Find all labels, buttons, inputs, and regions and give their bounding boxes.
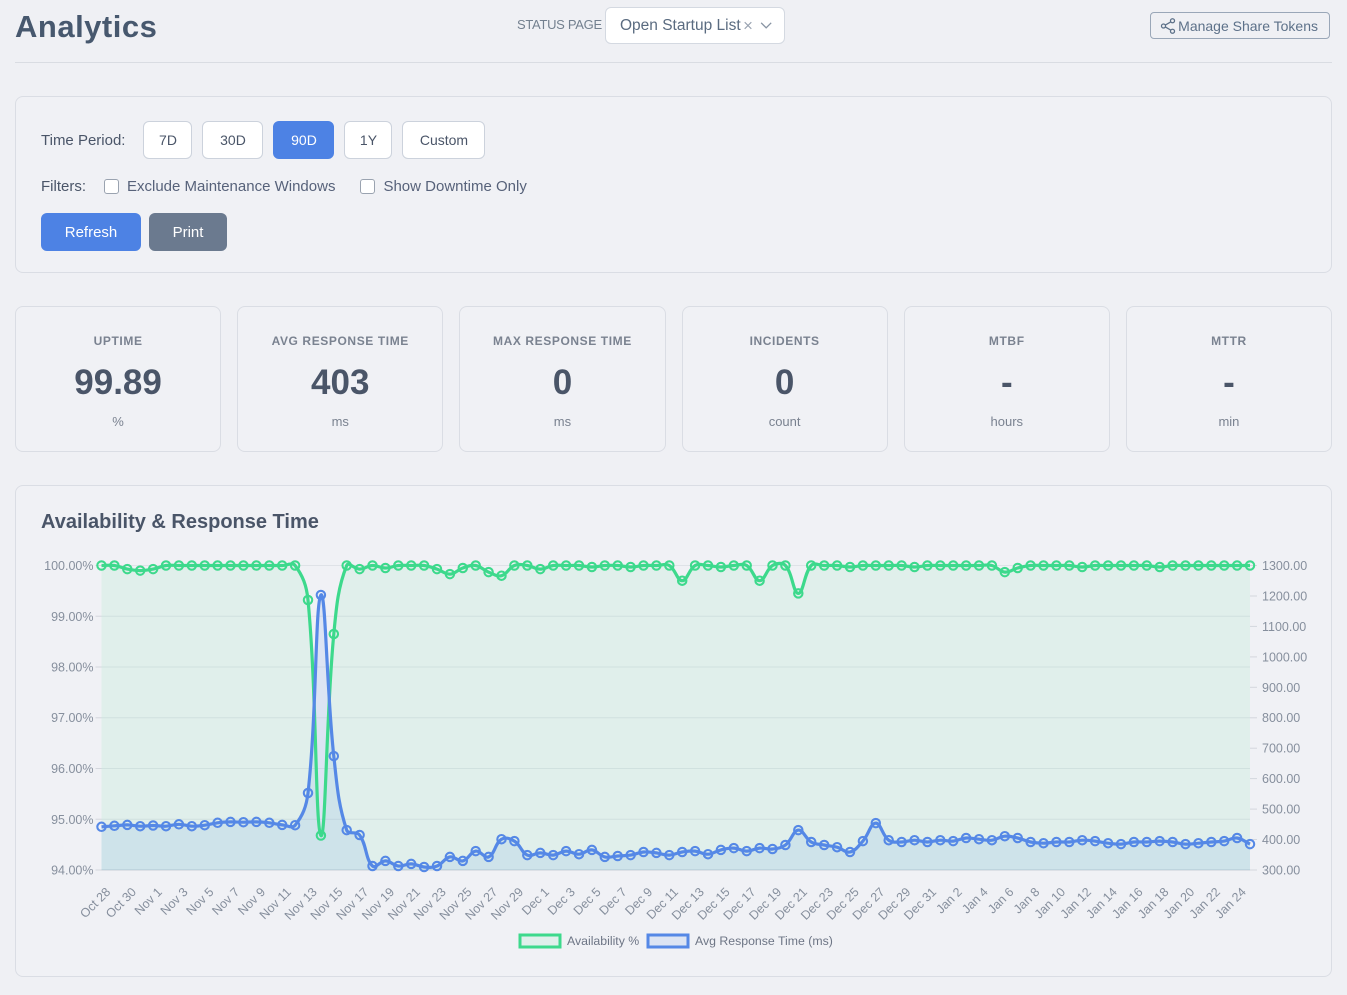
svg-text:1200.00: 1200.00	[1262, 590, 1307, 604]
svg-text:400.00: 400.00	[1262, 833, 1300, 847]
svg-text:Dec 1: Dec 1	[519, 885, 552, 918]
svg-text:96.00%: 96.00%	[51, 762, 93, 776]
svg-text:100.00%: 100.00%	[44, 559, 93, 573]
svg-text:Avg Response Time (ms): Avg Response Time (ms)	[695, 934, 833, 948]
svg-text:600.00: 600.00	[1262, 772, 1300, 786]
svg-text:Jan 2: Jan 2	[933, 885, 965, 917]
svg-text:300.00: 300.00	[1262, 864, 1300, 878]
svg-text:Nov 7: Nov 7	[209, 885, 242, 918]
svg-text:1000.00: 1000.00	[1262, 650, 1307, 664]
svg-text:900.00: 900.00	[1262, 681, 1300, 695]
svg-text:Jan 4: Jan 4	[959, 885, 991, 917]
svg-text:700.00: 700.00	[1262, 742, 1300, 756]
svg-text:1300.00: 1300.00	[1262, 559, 1307, 573]
svg-text:Dec 5: Dec 5	[571, 885, 604, 918]
svg-text:500.00: 500.00	[1262, 803, 1300, 817]
svg-text:97.00%: 97.00%	[51, 711, 93, 725]
svg-text:Dec 3: Dec 3	[545, 885, 578, 918]
svg-text:Jan 6: Jan 6	[985, 885, 1017, 917]
svg-text:Nov 1: Nov 1	[132, 885, 165, 918]
svg-text:Dec 7: Dec 7	[596, 885, 629, 918]
svg-text:98.00%: 98.00%	[51, 661, 93, 675]
svg-text:94.00%: 94.00%	[51, 864, 93, 878]
svg-text:Availability %: Availability %	[567, 934, 639, 948]
svg-text:800.00: 800.00	[1262, 711, 1300, 725]
svg-text:99.00%: 99.00%	[51, 610, 93, 624]
svg-text:95.00%: 95.00%	[51, 813, 93, 827]
svg-text:1100.00: 1100.00	[1262, 620, 1306, 634]
svg-text:Nov 5: Nov 5	[183, 885, 216, 918]
svg-text:Nov 3: Nov 3	[158, 885, 191, 918]
